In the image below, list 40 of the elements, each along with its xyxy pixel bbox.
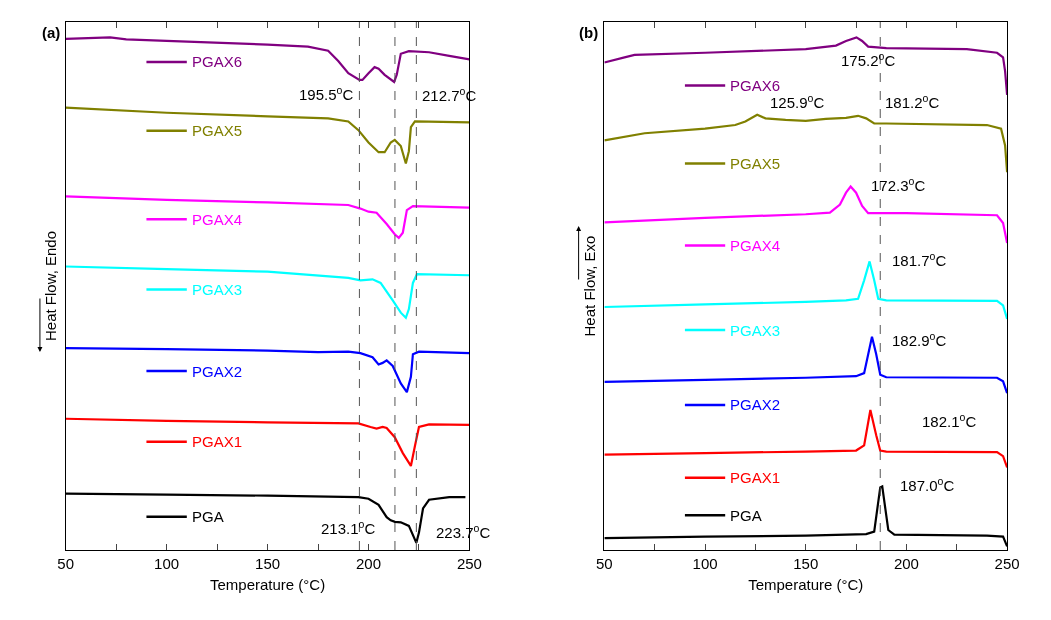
x-tick-label: 150	[255, 555, 281, 573]
chart-title: (a)	[42, 24, 61, 41]
annotation: 213.1$^{o}$C	[321, 518, 376, 538]
legend-label: PGAX2	[730, 396, 781, 413]
legend-label: PGAX4	[730, 237, 781, 254]
legend-label: PGAX5	[192, 122, 243, 139]
x-tick-label: 150	[793, 555, 819, 573]
annotation: 182.1$^{o}$C	[922, 411, 977, 431]
x-tick-label: 250	[994, 555, 1020, 573]
x-tick-label: 50	[57, 555, 75, 573]
x-axis-title: Temperature (°C)	[748, 576, 864, 594]
x-axis-title: Temperature (°C)	[209, 576, 326, 594]
annotation: 195.5$^{o}$C	[299, 84, 354, 104]
x-tick-label: 200	[893, 555, 919, 573]
legend-label: PGAX1	[730, 469, 781, 486]
annotation: 187.0$^{o}$C	[900, 475, 955, 495]
annotation: 181.2$^{o}$C	[885, 92, 940, 112]
legend-label: PGAX5	[730, 155, 781, 172]
legend-label: PGAX1	[192, 433, 243, 450]
legend-label: PGA	[192, 508, 224, 525]
y-axis-title: Heat Flow, Endo	[41, 230, 59, 342]
annotation: 125.9$^{o}$C	[770, 92, 825, 112]
x-tick-label: 50	[596, 555, 613, 573]
legend-label: PGAX3	[730, 322, 781, 339]
legend-label: PGAX4	[192, 211, 243, 228]
x-tick-label: 100	[154, 555, 180, 573]
legend-label: PGAX6	[192, 53, 243, 70]
legend-label: PGAX6	[730, 77, 781, 94]
annotation: 181.7$^{o}$C	[892, 250, 947, 270]
legend-label: PGA	[730, 507, 762, 524]
legend-label: PGAX2	[192, 363, 243, 380]
annotation: 182.9$^{o}$C	[892, 330, 947, 350]
legend-label: PGAX3	[192, 281, 243, 298]
annotation: 175.2$^{o}$C	[841, 50, 896, 70]
x-tick-label: 250	[456, 555, 482, 573]
y-axis-title: Heat Flow, Exo	[580, 235, 598, 337]
chart-title: (b)	[579, 24, 599, 41]
x-tick-label: 200	[355, 555, 382, 573]
x-tick-label: 100	[692, 555, 718, 573]
annotation: 172.3$^{o}$C	[871, 175, 926, 195]
